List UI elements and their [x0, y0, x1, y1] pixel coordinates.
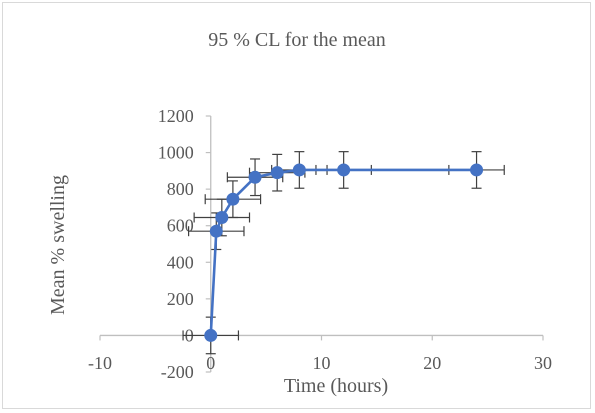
y-tick-label: 200 — [167, 289, 194, 309]
chart-title: 95 % CL for the mean — [208, 29, 386, 51]
data-point — [209, 224, 223, 238]
y-tick-label: 1200 — [158, 106, 194, 126]
x-tick-label: -10 — [88, 353, 112, 373]
x-tick-label: 20 — [423, 353, 441, 373]
y-tick-label: 800 — [167, 179, 194, 199]
y-tick-label: 400 — [167, 252, 194, 272]
y-tick-label: 1000 — [158, 143, 194, 163]
data-point — [204, 328, 218, 342]
y-tick-label: 600 — [167, 216, 194, 236]
series-polyline — [209, 168, 477, 336]
y-axis-label: Mean % swelling — [47, 175, 69, 315]
error-bars — [182, 151, 505, 355]
data-point — [248, 170, 262, 184]
chart-frame — [2, 2, 591, 409]
x-tick-label: 0 — [206, 353, 215, 373]
y-tick-label: -200 — [161, 362, 194, 382]
data-point — [270, 166, 284, 180]
data-point — [337, 163, 351, 177]
x-axis-label: Time (hours) — [284, 375, 388, 397]
data-point — [215, 210, 229, 224]
x-tick-label: 10 — [313, 353, 331, 373]
data-point — [470, 163, 484, 177]
x-tick-label: 30 — [534, 353, 552, 373]
series-line — [204, 163, 484, 342]
data-point — [226, 192, 240, 206]
data-point — [292, 163, 306, 177]
